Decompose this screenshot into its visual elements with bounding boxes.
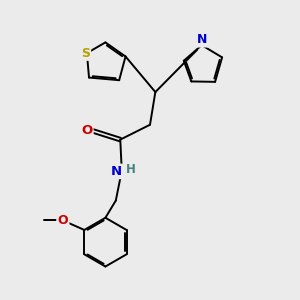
Text: H: H xyxy=(126,163,136,176)
Text: S: S xyxy=(81,46,90,60)
Text: O: O xyxy=(58,214,68,227)
Text: N: N xyxy=(197,33,208,46)
Text: O: O xyxy=(81,124,92,137)
Text: N: N xyxy=(111,165,122,178)
